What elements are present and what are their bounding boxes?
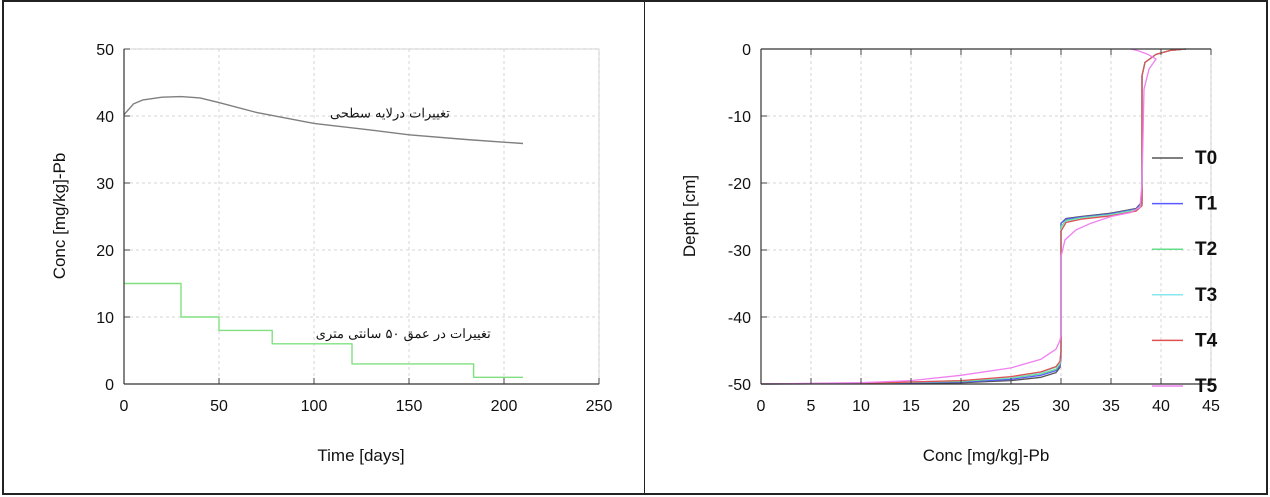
x-tick-label: 40 [1152, 398, 1170, 415]
left-chart-panel: 0 50 100 150 200 250 0 10 20 30 40 50 Time [days] C… [2, 0, 646, 495]
legend-label-t0: T0 [1195, 148, 1217, 169]
y-tick-label: -10 [728, 109, 751, 126]
right-chart-panel: 0 5 10 15 20 25 30 35 40 45 0 -10 -20 -30 -40 -50 Conc … [644, 0, 1268, 495]
y-tick-label: -40 [728, 310, 751, 327]
x-tick-label: 0 [757, 398, 766, 415]
x-tick-label: 200 [491, 398, 518, 415]
x-tick-label: 150 [396, 398, 423, 415]
y-tick-label: 30 [96, 176, 114, 193]
x-tick-label: 10 [852, 398, 870, 415]
y-tick-label: 0 [105, 377, 114, 394]
series-line-0 [123, 95, 524, 145]
x-tick-label: 35 [1102, 398, 1120, 415]
y-tick-label: -20 [728, 176, 751, 193]
x-tick-label: 100 [301, 398, 328, 415]
legend-label-t5: T5 [1195, 376, 1218, 397]
legend-label-t1: T1 [1195, 194, 1218, 215]
legend-label-t2: T2 [1195, 239, 1217, 260]
x-tick-label: 15 [902, 398, 920, 415]
x-tick-label: 0 [120, 398, 129, 415]
series-line-t3 [760, 48, 1187, 385]
legend-label-t4: T4 [1195, 330, 1218, 351]
y-tick-label: 50 [96, 42, 114, 59]
legend-label-t3: T3 [1195, 285, 1217, 306]
y-tick-label: 10 [96, 310, 114, 327]
x-axis-label: Conc [mg/kg]-Pb [923, 446, 1050, 465]
series-line-t2 [760, 48, 1187, 385]
y-axis-label: Depth [cm] [680, 175, 699, 257]
y-tick-label: 20 [96, 243, 114, 260]
x-tick-label: 50 [210, 398, 228, 415]
x-tick-label: 250 [586, 398, 613, 415]
y-tick-label: -30 [728, 243, 751, 260]
x-axis-label: Time [days] [317, 446, 404, 465]
series-line-1 [124, 282, 523, 378]
x-tick-label: 5 [807, 398, 816, 415]
time-series-chart: 0 50 100 150 200 250 0 10 20 30 40 50 Time [days] C… [50, 42, 613, 465]
depth-profile-chart: 0 5 10 15 20 25 30 35 40 45 0 -10 -20 -30 -40 -50 Conc … [680, 42, 1220, 465]
series-line-t5 [760, 48, 1157, 385]
y-tick-label: 40 [96, 109, 114, 126]
y-tick-label: 0 [742, 42, 751, 59]
x-tick-label: 20 [952, 398, 970, 415]
x-tick-label: 30 [1052, 398, 1070, 415]
series-line-t1 [760, 48, 1187, 385]
y-tick-label: -50 [728, 377, 751, 394]
annotation-label: تغییرات در عمق ۵۰ سانتی متری [316, 327, 491, 342]
annotation-label: تغییرات درلایه سطحی [330, 106, 450, 121]
series-line-t0 [760, 48, 1187, 385]
series-line-t4 [760, 48, 1187, 385]
x-tick-label: 45 [1202, 398, 1220, 415]
y-axis-label: Conc [mg/kg]-Pb [50, 153, 69, 280]
x-tick-label: 25 [1002, 398, 1020, 415]
